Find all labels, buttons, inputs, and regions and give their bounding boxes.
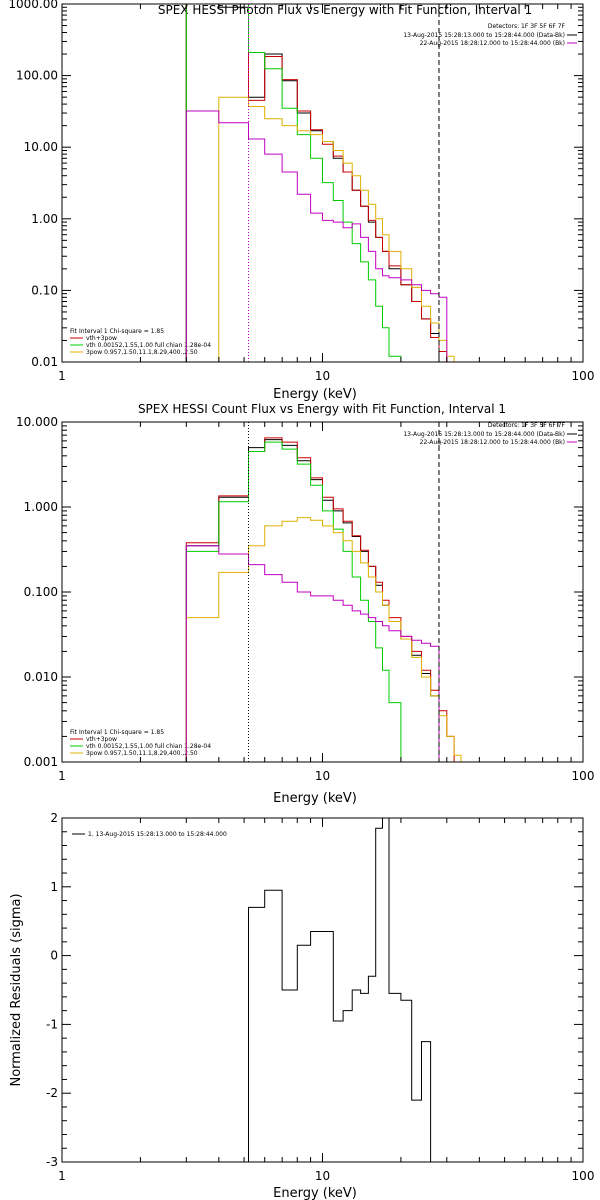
residuals-panel: Energy (keV) Normalized Residuals (sigma… — [9, 811, 594, 1200]
legend-entry: vth+3pow — [86, 335, 117, 342]
y-tick-label: -3 — [46, 1155, 58, 1169]
annotation-line: 22-Aug-2015 18:28:12.000 to 15:28:44.000… — [420, 40, 565, 47]
y-tick-label: 0.001 — [24, 755, 58, 769]
series-group — [185, 4, 455, 362]
x-tick-label: 10 — [315, 1169, 330, 1183]
count-flux-panel: SPEX HESSI Count Flux vs Energy with Fit… — [16, 402, 595, 806]
y-tick-label: 100.00 — [16, 69, 58, 83]
legend: Fit Interval 1 Chi-square = 1.85 vth+3po… — [70, 729, 211, 757]
series-3pow — [185, 517, 462, 762]
y-tick-label: 1000.00 — [8, 0, 58, 11]
chart-title: SPEX HESSI Count Flux vs Energy with Fit… — [138, 402, 506, 416]
x-tick-label: 1 — [58, 769, 66, 783]
series-group — [185, 437, 462, 762]
x-tick-label: 1 — [58, 1169, 66, 1183]
y-tick-label: 1 — [50, 880, 58, 894]
series-vth-3pow — [185, 437, 455, 762]
series-3pow — [218, 96, 455, 362]
photon-flux-panel: SPEX HESSI Photon Flux vs Energy with Fi… — [8, 0, 595, 402]
data-annotation: Detectors: 1F 3F 5F 6F 7F 13-Aug-2015 15… — [403, 422, 565, 446]
series-vth — [185, 441, 402, 762]
series-vth-3pow — [185, 4, 455, 362]
y-tick-label: 10.00 — [24, 140, 58, 154]
legend: Fit Interval 1 Chi-square = 1.85 vth+3po… — [70, 328, 211, 356]
legend-entry: vth 0.00152,1.55,1.00 full chian 1.28e-0… — [86, 743, 211, 750]
annotation-line: 13-Aug-2015 15:28:13.000 to 15:28:44.000… — [403, 32, 565, 39]
y-tick-label: 10.000 — [16, 415, 58, 429]
x-tick-label: 1 — [58, 369, 66, 383]
y-axis-label: Normalized Residuals (sigma) — [9, 893, 24, 1086]
y-tick-label: 1.00 — [31, 212, 58, 226]
series-bk — [185, 110, 448, 362]
y-tick-label: 1.000 — [24, 500, 58, 514]
y-tick-label: -2 — [46, 1086, 58, 1100]
x-tick-label: 10 — [315, 369, 330, 383]
series-vth — [185, 4, 402, 362]
x-axis-label: Energy (keV) — [273, 387, 357, 402]
chart-title: SPEX HESSI Photon Flux vs Energy with Fi… — [158, 3, 532, 17]
y-tick-label: 2 — [50, 811, 58, 825]
legend-entry: 1. 13-Aug-2015 15:28:13.000 to 15:28:44.… — [88, 831, 227, 838]
x-tick-label: 100 — [572, 1169, 595, 1183]
x-axis-label: Energy (keV) — [273, 791, 357, 806]
series-residual — [248, 818, 432, 1162]
x-tick-label: 100 — [572, 769, 595, 783]
x-tick-label: 10 — [315, 769, 330, 783]
legend-title: Fit Interval 1 Chi-square = 1.85 — [70, 729, 164, 736]
y-tick-label: 0.01 — [31, 355, 58, 369]
y-tick-label: 0 — [50, 949, 58, 963]
legend: 1. 13-Aug-2015 15:28:13.000 to 15:28:44.… — [88, 831, 227, 838]
x-tick-label: 100 — [572, 369, 595, 383]
legend-entry: vth 0.00152,1.55,1.00 full chian 1.28e-0… — [86, 342, 211, 349]
series-group — [248, 818, 432, 1162]
legend-entry: vth+3pow — [86, 736, 117, 743]
annotation-line: 22-Aug-2015 18:28:12.000 to 15:28:44.000… — [420, 439, 565, 446]
annotation-line: Detectors: 1F 3F 5F 6F 7F — [488, 23, 566, 30]
annotation-line: 13-Aug-2015 15:28:13.000 to 15:28:44.000… — [403, 431, 565, 438]
y-tick-label: -1 — [46, 1017, 58, 1031]
y-tick-label: 0.10 — [31, 283, 58, 297]
series-bk — [185, 545, 440, 762]
annotation-line: Detectors: 1F 3F 5F 6F 7F — [488, 422, 566, 429]
y-tick-label: 0.010 — [24, 670, 58, 684]
y-tick-label: 0.100 — [24, 585, 58, 599]
legend-entry: 3pow 0.957,1.50,11.1,8.29,400.,2.50 — [86, 750, 198, 757]
legend-title: Fit Interval 1 Chi-square = 1.85 — [70, 328, 164, 335]
data-annotation: Detectors: 1F 3F 5F 6F 7F 13-Aug-2015 15… — [403, 23, 565, 47]
legend-entry: 3pow 0.957,1.50,11.1,8.29,400.,2.50 — [86, 349, 198, 356]
x-axis-label: Energy (keV) — [273, 1186, 357, 1200]
